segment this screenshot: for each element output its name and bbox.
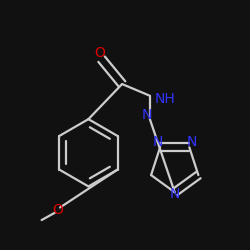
Text: N: N [170, 187, 180, 201]
Text: N: N [141, 108, 152, 122]
Text: N: N [152, 135, 163, 149]
Text: NH: NH [154, 92, 175, 106]
Text: O: O [52, 203, 63, 217]
Text: O: O [95, 46, 106, 60]
Text: N: N [186, 135, 197, 149]
